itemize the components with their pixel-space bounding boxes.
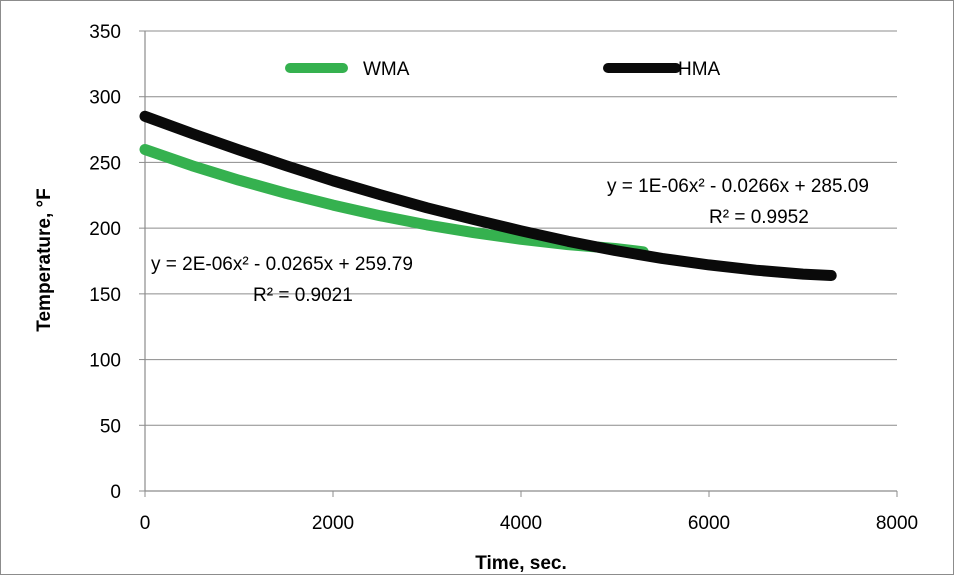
- x-axis-title: Time, sec.: [475, 553, 567, 574]
- series: [139, 110, 837, 281]
- hma-trend-equation: y = 1E-06x² - 0.0266x + 285.09: [607, 176, 869, 197]
- x-tick-label: 0: [140, 513, 151, 534]
- x-tick-label: 2000: [312, 513, 354, 534]
- series-line-hma: [139, 110, 837, 281]
- wma-trend-equation: y = 2E-06x² - 0.0265x + 259.79: [151, 254, 413, 275]
- y-axis-title: Temperature, °F: [34, 188, 55, 331]
- x-tick-label: 8000: [876, 513, 918, 534]
- y-tick-label: 200: [89, 219, 121, 240]
- y-tick-label: 350: [89, 22, 121, 43]
- y-tick-label: 100: [89, 351, 121, 372]
- y-tick-label: 0: [110, 482, 121, 503]
- legend-label-wma: WMA: [363, 59, 410, 80]
- wma-r-squared: R² = 0.9021: [253, 285, 353, 306]
- y-tick-label: 50: [100, 416, 121, 437]
- legend: WMA HMA: [285, 59, 721, 80]
- hma-r-squared: R² = 0.9952: [709, 207, 809, 228]
- x-tick-label: 4000: [500, 513, 542, 534]
- y-tick-label: 150: [89, 285, 121, 306]
- y-tick-label: 250: [89, 153, 121, 174]
- x-tick-label: 6000: [688, 513, 730, 534]
- y-tick-label: 300: [89, 88, 121, 109]
- legend-label-hma: HMA: [678, 59, 721, 80]
- tick-labels: 0 50 100 150 200 250 300 350 0 2000 4000 6000 8000: [89, 22, 918, 534]
